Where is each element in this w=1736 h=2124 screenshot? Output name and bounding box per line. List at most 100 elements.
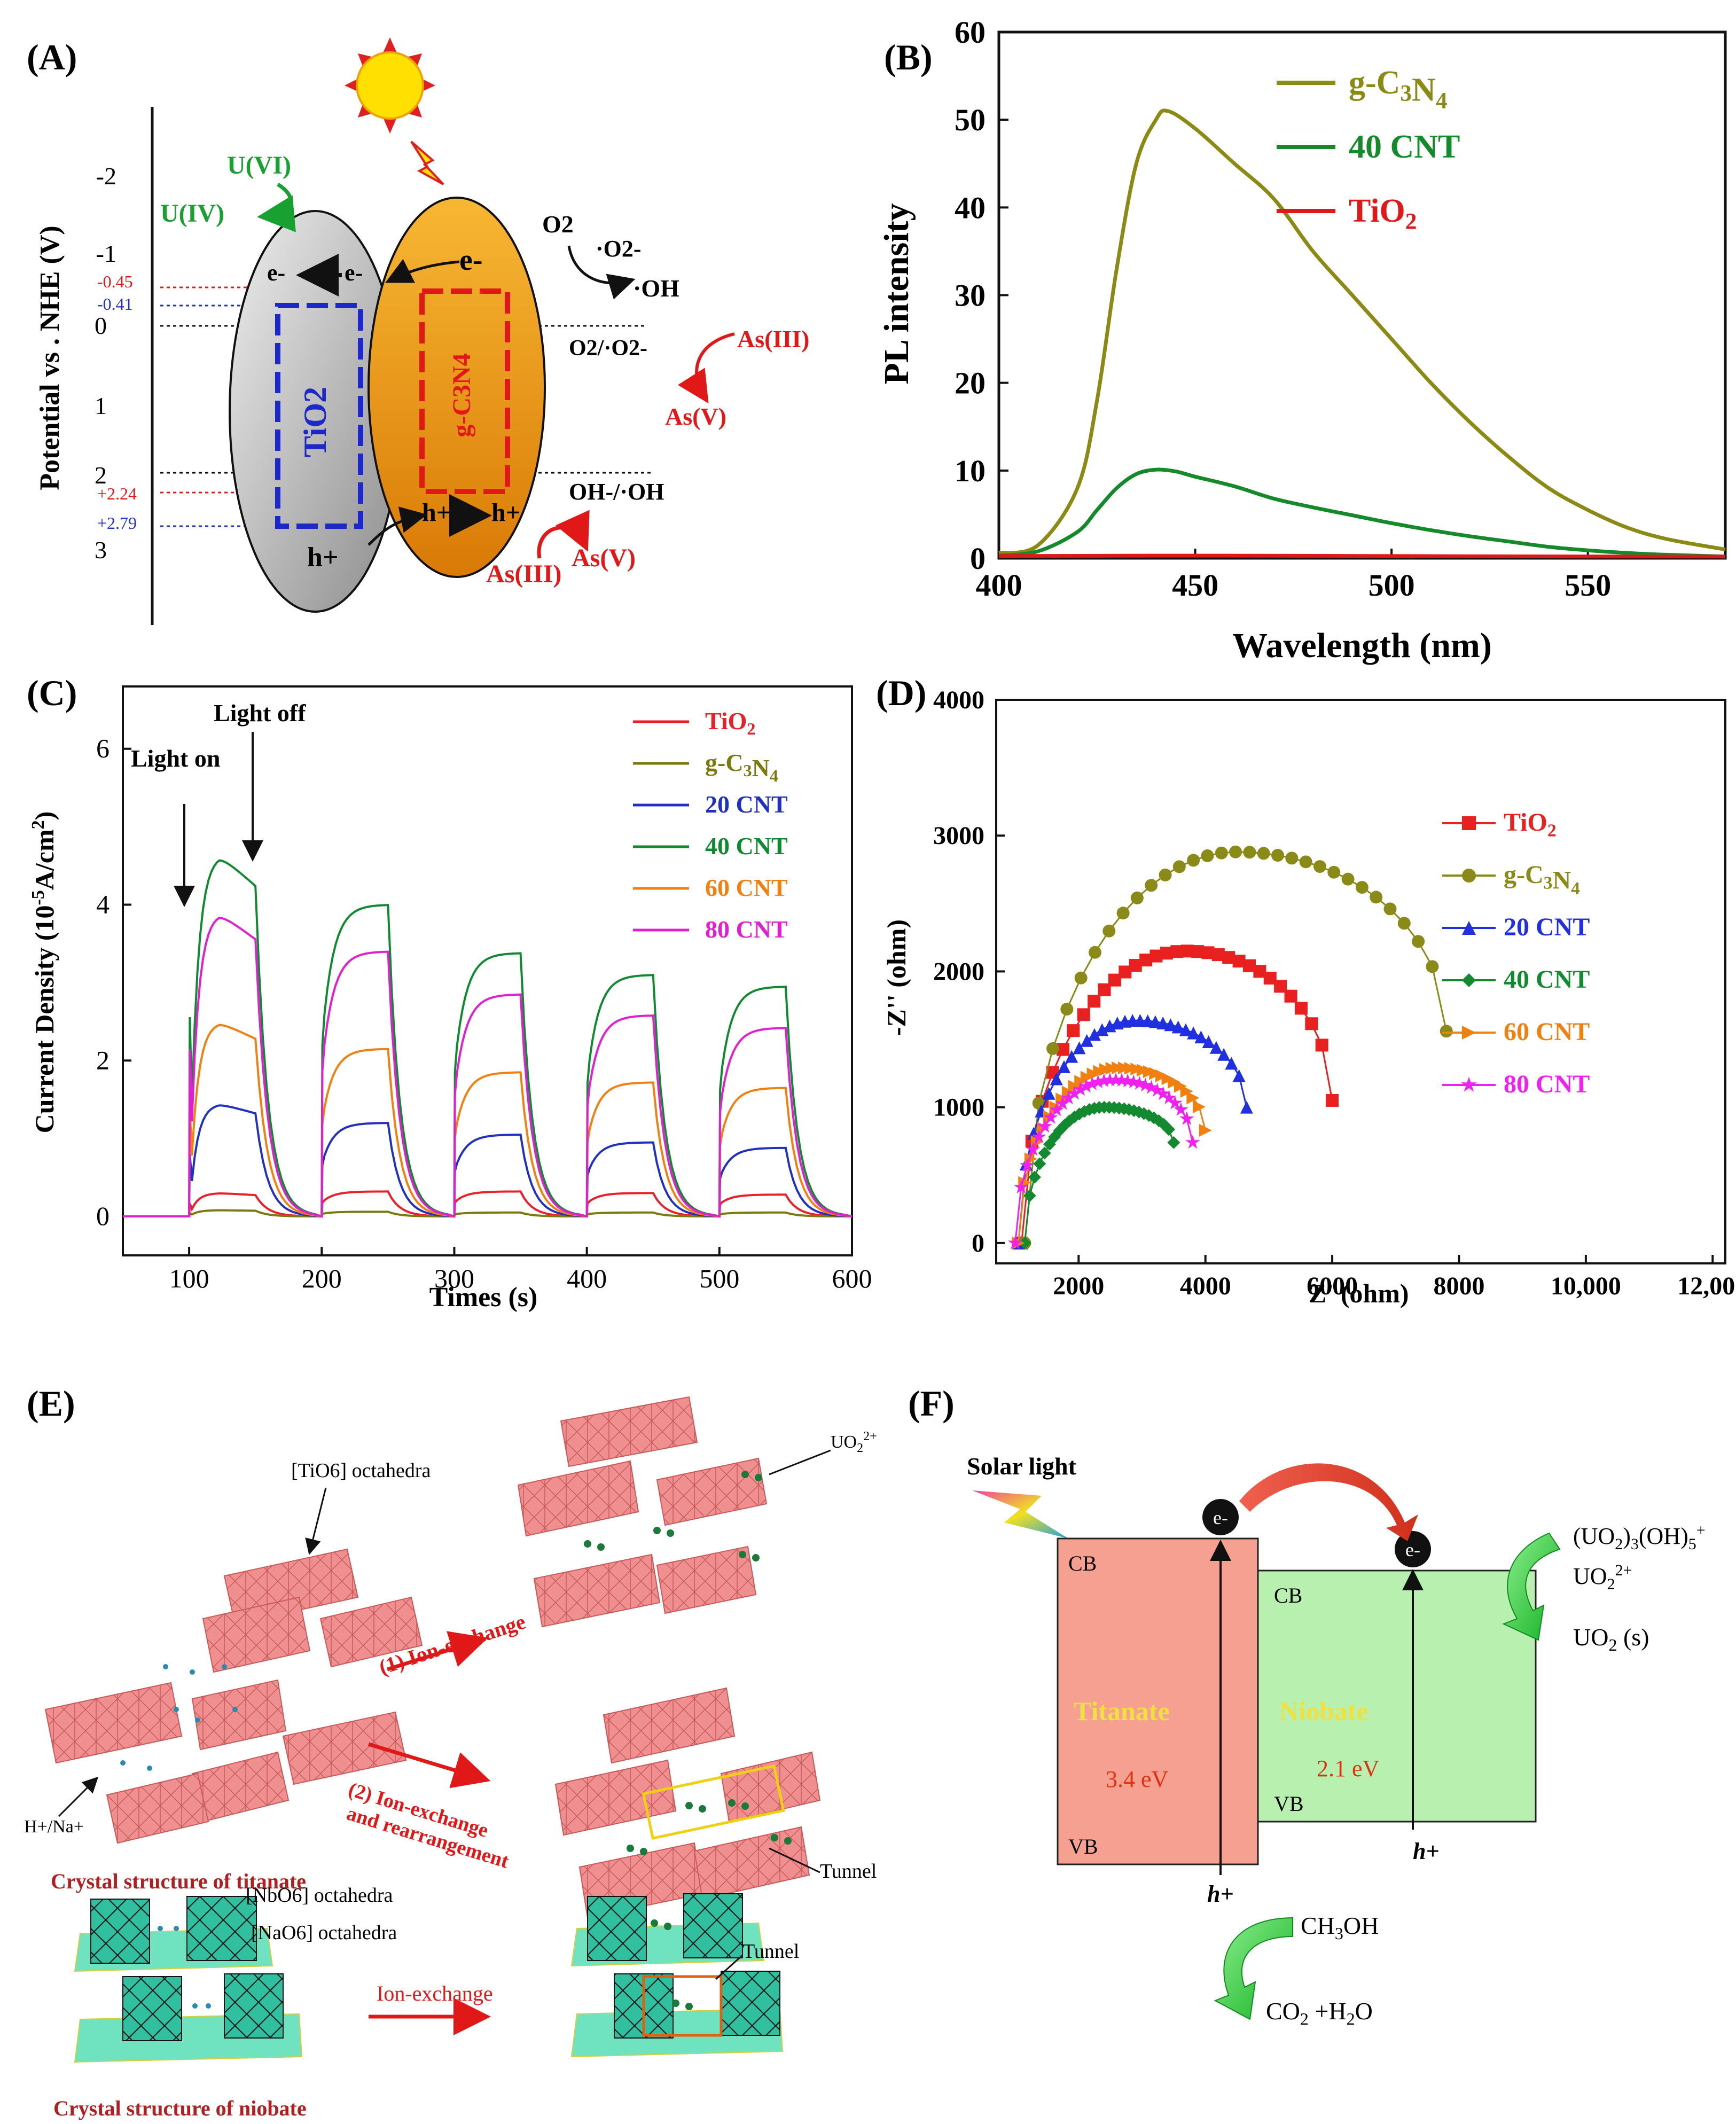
niobate-structure xyxy=(74,1896,303,2063)
titanate-structure xyxy=(44,1548,423,1844)
y-axis-label: Potential vs . NHE (V) xyxy=(35,225,65,490)
uo2-pointer xyxy=(769,1449,831,1475)
solar-bolt-icon xyxy=(972,1490,1068,1539)
h-na-pointer xyxy=(58,1776,99,1817)
data-point xyxy=(1162,1123,1176,1136)
y-axis-label: Current Density (10-5A/cm2) xyxy=(28,811,59,1134)
ion-exchange-label: Ion-exchange xyxy=(377,1981,493,2005)
data-point xyxy=(1462,921,1476,935)
niobate-cb-label: CB xyxy=(1274,1583,1302,1607)
legend-label: 80 CNT xyxy=(1504,1070,1590,1098)
data-point xyxy=(1130,891,1144,904)
series-line-80 CNT xyxy=(123,916,853,1218)
tio6-label: [TiO6] octahedra xyxy=(291,1459,431,1482)
step2-arrow xyxy=(367,1742,491,1789)
data-point xyxy=(1108,1072,1123,1087)
data-point xyxy=(1232,1069,1246,1082)
tick-label: 2 xyxy=(95,462,107,489)
data-point xyxy=(1171,1020,1185,1034)
legend-label: g-C3N4 xyxy=(1349,65,1448,113)
methanol-oxidation-curve xyxy=(1214,1917,1293,2020)
data-point xyxy=(1180,1084,1193,1098)
tick-label: 3 xyxy=(95,536,107,564)
x-tick-label: 4000 xyxy=(1180,1272,1231,1300)
panel-b-pl-chart: (B) 0 10 20 30 40 50 60 400 450 500 550 PL intens… xyxy=(877,15,1727,665)
gcn-band-box xyxy=(419,288,510,494)
u4-label: U(IV) xyxy=(160,199,224,228)
uranyl-ions-3 xyxy=(651,1919,693,2010)
data-point xyxy=(1315,1038,1328,1052)
data-point xyxy=(1116,907,1130,920)
y-tick-label: 50 xyxy=(955,103,986,137)
y-tick-label: 0 xyxy=(96,1201,110,1231)
data-point xyxy=(1097,1073,1112,1087)
tio2-band-box xyxy=(275,303,363,529)
series-g-C3N4 xyxy=(1018,845,1453,1250)
data-point xyxy=(1028,1170,1042,1184)
x-ticks: 2000 4000 6000 8000 10,000 12,000 xyxy=(1053,1255,1736,1300)
data-point xyxy=(1141,1014,1154,1027)
y-tick-label: 20 xyxy=(955,366,986,401)
hole-niobate: h+ xyxy=(1413,1838,1440,1864)
series-40 CNT xyxy=(1018,1100,1180,1250)
data-point xyxy=(1149,1082,1165,1097)
x-tick-label: 600 xyxy=(832,1263,872,1293)
data-point xyxy=(1179,1111,1194,1126)
data-point xyxy=(1073,1041,1086,1055)
data-point xyxy=(1060,1003,1074,1016)
data-point xyxy=(1102,924,1116,938)
data-point xyxy=(1299,855,1312,869)
data-point xyxy=(1088,1028,1101,1041)
electron-curve-arrow xyxy=(385,259,460,283)
legend-label: TiO2 xyxy=(1504,808,1557,841)
data-point xyxy=(1383,902,1397,916)
data-point xyxy=(1132,1075,1147,1090)
electron-tio2: e- xyxy=(267,260,285,286)
arsenic-oxidation-arrow-2 xyxy=(537,510,590,559)
x-tick-label: 2000 xyxy=(1053,1272,1104,1300)
data-point xyxy=(1078,1079,1094,1093)
level-cb-gcn: -0.45 xyxy=(97,272,133,291)
series-points xyxy=(1007,845,1453,1250)
x-axis-label: Wavelength (nm) xyxy=(1232,626,1492,665)
legend-label: 20 CNT xyxy=(1504,913,1590,941)
data-point xyxy=(1007,1235,1023,1250)
data-point xyxy=(1049,1102,1064,1116)
electron-titanate-icon xyxy=(1202,1499,1239,1535)
y-tick-label: 2 xyxy=(96,1045,110,1075)
y-tick-label: 60 xyxy=(955,15,986,50)
data-point xyxy=(1327,865,1341,879)
x-ticks: 100 200 300 400 500 600 xyxy=(169,1247,872,1293)
series-line-g-C3N4 xyxy=(998,108,1726,555)
data-point xyxy=(1077,1105,1091,1118)
series-line-TiO2 xyxy=(998,553,1726,559)
y-tick-label: 0 xyxy=(970,541,986,576)
electron-transfer-curve xyxy=(1239,1463,1418,1541)
data-point xyxy=(1185,1135,1200,1149)
methanol-label: CH3OH xyxy=(1301,1912,1379,1943)
data-point xyxy=(1167,1136,1180,1149)
legend-label: 60 CNT xyxy=(1504,1018,1590,1046)
data-point xyxy=(1284,989,1297,1003)
y-ticks: 0 10 20 30 40 50 60 xyxy=(955,15,1008,576)
data-point xyxy=(1088,995,1101,1008)
x-ticks: 400 450 500 550 xyxy=(976,549,1611,603)
x-tick-label: 400 xyxy=(567,1263,607,1293)
data-point xyxy=(1023,1189,1036,1202)
data-point xyxy=(1148,1015,1162,1028)
tick-label: 0 xyxy=(95,312,107,339)
light-on-label: Light on xyxy=(131,745,220,772)
electron-titanate: e- xyxy=(1213,1507,1228,1528)
data-point xyxy=(1271,849,1285,862)
data-point xyxy=(1084,1076,1100,1090)
data-point xyxy=(1461,1076,1477,1092)
data-point xyxy=(1055,1096,1070,1110)
products-label: CO2 +H2O xyxy=(1266,1997,1373,2028)
x-tick-label: 400 xyxy=(976,568,1022,603)
data-point xyxy=(1326,1094,1339,1107)
uranyl-complex-label: (UO2)3(OH)5+ xyxy=(1573,1521,1706,1553)
data-point xyxy=(1138,1077,1153,1092)
data-point xyxy=(1313,860,1326,873)
panel-d-x-axis-label: Z' (ohm) xyxy=(1309,1278,1409,1308)
electron-niobate-icon xyxy=(1395,1531,1431,1567)
